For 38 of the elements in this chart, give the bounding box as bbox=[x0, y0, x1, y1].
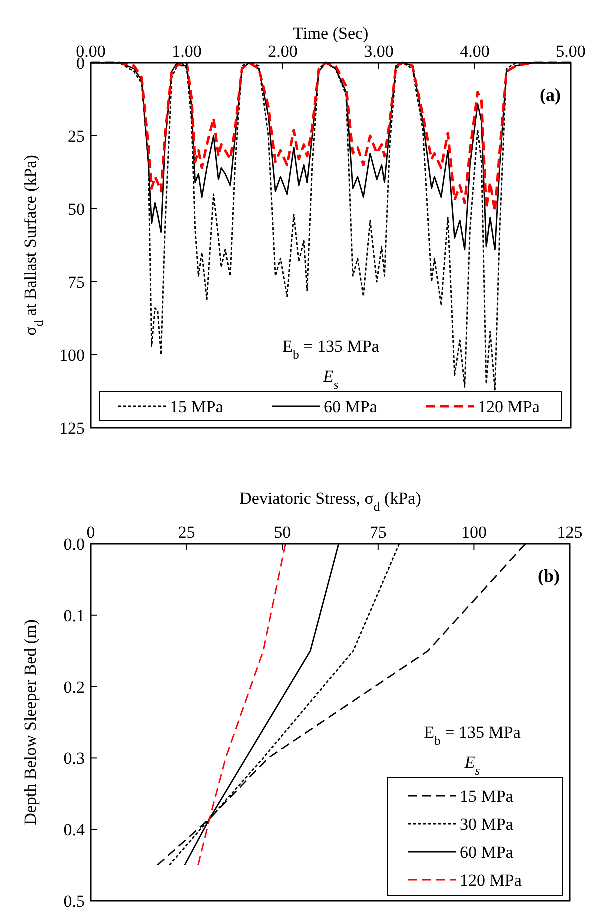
legend-label: 15 MPa bbox=[170, 398, 224, 416]
x-axis-title: Time (Sec) bbox=[293, 24, 369, 43]
legend-label: 30 MPa bbox=[460, 815, 514, 834]
y-tick-label: 0.1 bbox=[64, 606, 85, 626]
x-tick-label: 50 bbox=[274, 523, 292, 542]
y-tick-label: 25 bbox=[68, 127, 85, 146]
annotation: E$_{b}$ = 135 MPa bbox=[424, 723, 522, 748]
x-tick-label: 25 bbox=[178, 523, 196, 542]
y-tick-label: 0.0 bbox=[64, 535, 85, 554]
annotation: (b) bbox=[538, 566, 560, 586]
y-tick-label: 0.3 bbox=[64, 749, 85, 768]
legend-label: 60 MPa bbox=[460, 843, 514, 862]
x-tick-label: 3.00 bbox=[364, 42, 394, 61]
y-tick-label: 125 bbox=[60, 419, 85, 438]
x-tick-label: 4.00 bbox=[460, 42, 490, 61]
line-series bbox=[198, 543, 286, 866]
x-axis-title: Deviatoric Stress, σ$_{d}$ (kPa) bbox=[240, 489, 422, 514]
x-tick-label: 75 bbox=[370, 523, 387, 542]
legend-label: 60 MPa bbox=[324, 398, 378, 416]
y-tick-label: 0.5 bbox=[64, 892, 85, 911]
legend-label: 120 MPa bbox=[478, 398, 540, 416]
legend-label: 120 MPa bbox=[460, 871, 522, 890]
y-tick-label: 0.4 bbox=[64, 820, 86, 840]
annotation: (a) bbox=[540, 85, 561, 105]
x-tick-label: 5.00 bbox=[556, 42, 586, 61]
x-tick-label: 1.00 bbox=[172, 42, 202, 61]
legend-title: E$_{s}$ bbox=[322, 367, 339, 392]
legend-title: E$_{s}$ bbox=[464, 753, 480, 778]
y-axis-title: Depth Below Sleeper Bed (m) bbox=[21, 620, 40, 826]
y-tick-label: 50 bbox=[68, 200, 85, 219]
x-tick-label: 125 bbox=[557, 523, 583, 542]
x-tick-label: 2.00 bbox=[268, 42, 298, 61]
y-tick-label: 0.2 bbox=[64, 678, 85, 697]
y-tick-label: 75 bbox=[68, 273, 85, 292]
annotation: E$_{b}$ = 135 MPa bbox=[282, 337, 380, 362]
legend-label: 15 MPa bbox=[460, 787, 514, 806]
y-tick-label: 100 bbox=[60, 346, 85, 365]
x-tick-label: 100 bbox=[461, 523, 487, 542]
